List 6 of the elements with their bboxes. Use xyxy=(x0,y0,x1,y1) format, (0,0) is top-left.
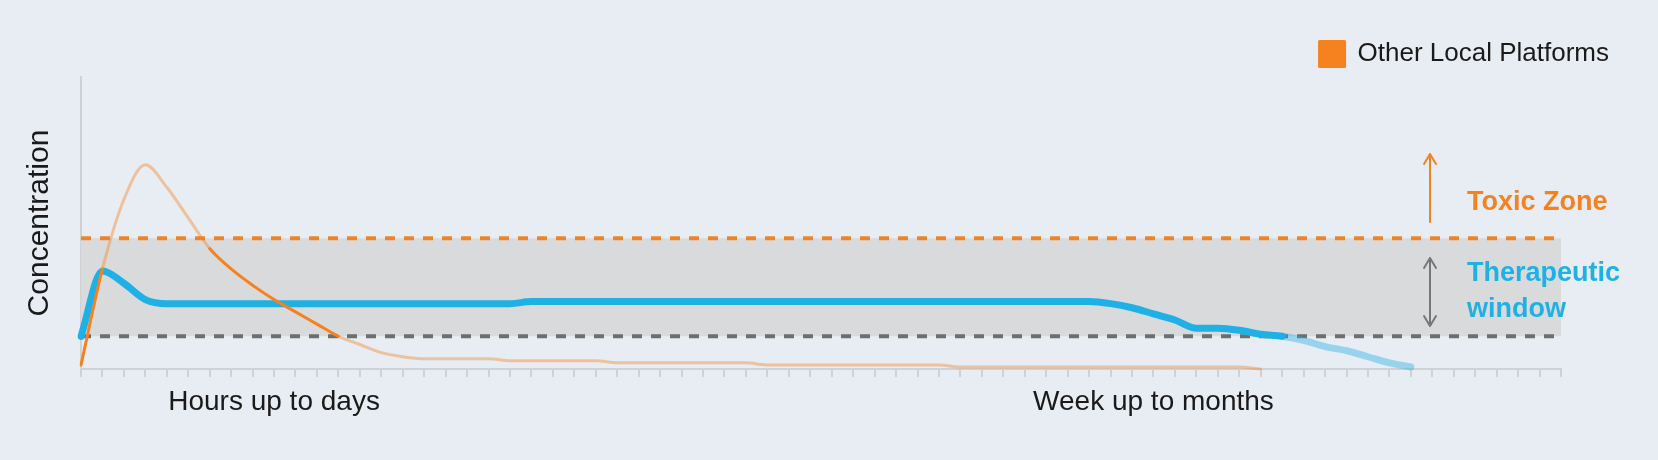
ref-line-label: Toxic Zone xyxy=(1467,185,1608,216)
band-label: Therapeutic window xyxy=(1466,256,1621,323)
x-tick-label: Hours up to days xyxy=(168,384,380,416)
x-tick-label: Week up to months xyxy=(1033,384,1274,416)
legend-label: Other Local Platforms xyxy=(1357,37,1610,68)
y-axis-title: Concentration xyxy=(21,129,55,317)
